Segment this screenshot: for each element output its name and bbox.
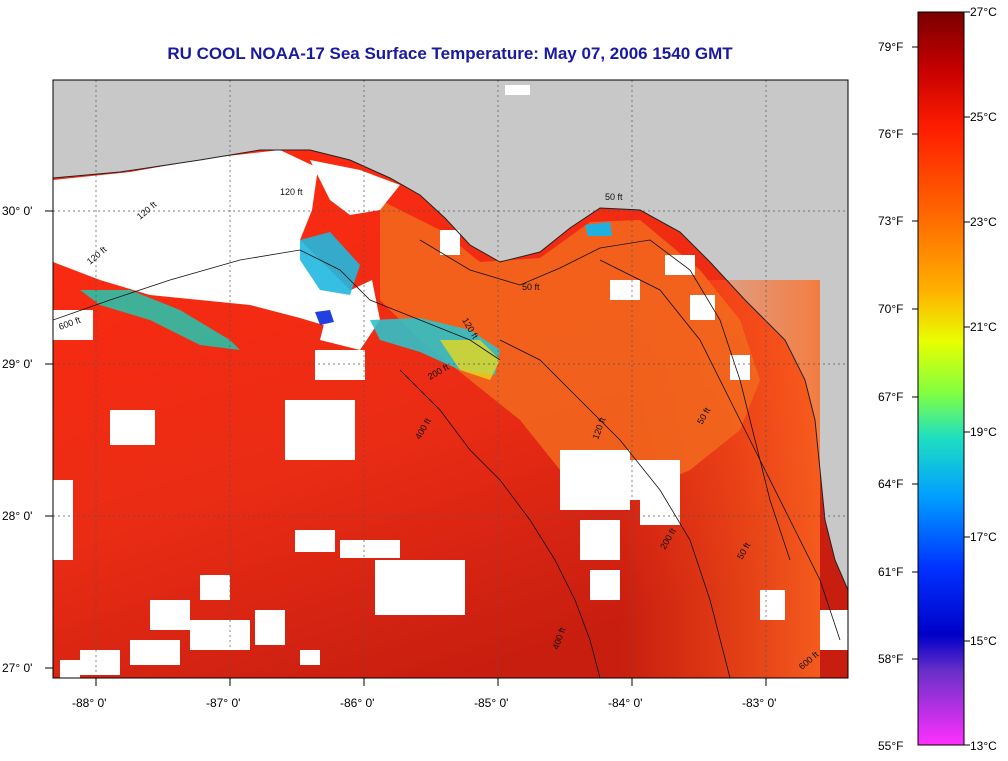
contour-label: 50 ft	[522, 282, 540, 292]
lat-label: 30° 0'	[2, 204, 32, 218]
chart-title: RU COOL NOAA-17 Sea Surface Temperature:…	[167, 44, 733, 63]
sst-map	[53, 80, 848, 678]
lon-label: -85° 0'	[474, 696, 508, 710]
lat-label: 27° 0'	[2, 661, 32, 675]
celsius-label: 15°C	[970, 634, 997, 648]
cool-plume-west	[80, 290, 240, 350]
cloud-cover	[53, 85, 848, 678]
fahrenheit-label: 58°F	[878, 652, 903, 666]
lat-label: 29° 0'	[2, 357, 32, 371]
fahrenheit-label: 70°F	[878, 302, 903, 316]
colorbar: 79°F 76°F 73°F 70°F 67°F 64°F 61°F 58°F …	[878, 5, 997, 753]
celsius-label: 13°C	[970, 739, 997, 753]
lon-label: -87° 0'	[206, 696, 240, 710]
lat-label: 28° 0'	[2, 509, 32, 523]
celsius-label: 19°C	[970, 425, 997, 439]
map-frame	[52, 79, 849, 679]
fahrenheit-label: 73°F	[878, 214, 903, 228]
latitude-labels: 30° 0' 29° 0' 28° 0' 27° 0'	[2, 204, 32, 675]
colorbar-ticks	[912, 11, 970, 746]
fahrenheit-label: 76°F	[878, 127, 903, 141]
celsius-label: 17°C	[970, 530, 997, 544]
contour-label: 120 ft	[280, 187, 303, 197]
longitude-labels: -88° 0' -87° 0' -86° 0' -85° 0' -84° 0' …	[72, 696, 776, 710]
fahrenheit-label: 79°F	[878, 40, 903, 54]
colorbar-gradient	[917, 11, 965, 746]
cool-spot-ne	[585, 222, 612, 236]
lon-label: -83° 0'	[742, 696, 776, 710]
fahrenheit-label: 55°F	[878, 739, 903, 753]
fahrenheit-label: 64°F	[878, 477, 903, 491]
coastline	[53, 149, 848, 591]
lon-label: -84° 0'	[608, 696, 642, 710]
fahrenheit-label: 61°F	[878, 565, 903, 579]
celsius-label: 23°C	[970, 215, 997, 229]
celsius-label: 25°C	[970, 110, 997, 124]
celsius-label: 27°C	[970, 5, 997, 19]
axis-ticks	[45, 210, 767, 686]
celsius-label: 21°C	[970, 320, 997, 334]
lon-label: -86° 0'	[340, 696, 374, 710]
lon-label: -88° 0'	[72, 696, 106, 710]
cool-plume-center	[300, 232, 360, 295]
blue-spot	[315, 310, 334, 325]
fahrenheit-label: 67°F	[878, 390, 903, 404]
depth-contours	[53, 239, 841, 678]
contour-label: 50 ft	[605, 192, 623, 202]
